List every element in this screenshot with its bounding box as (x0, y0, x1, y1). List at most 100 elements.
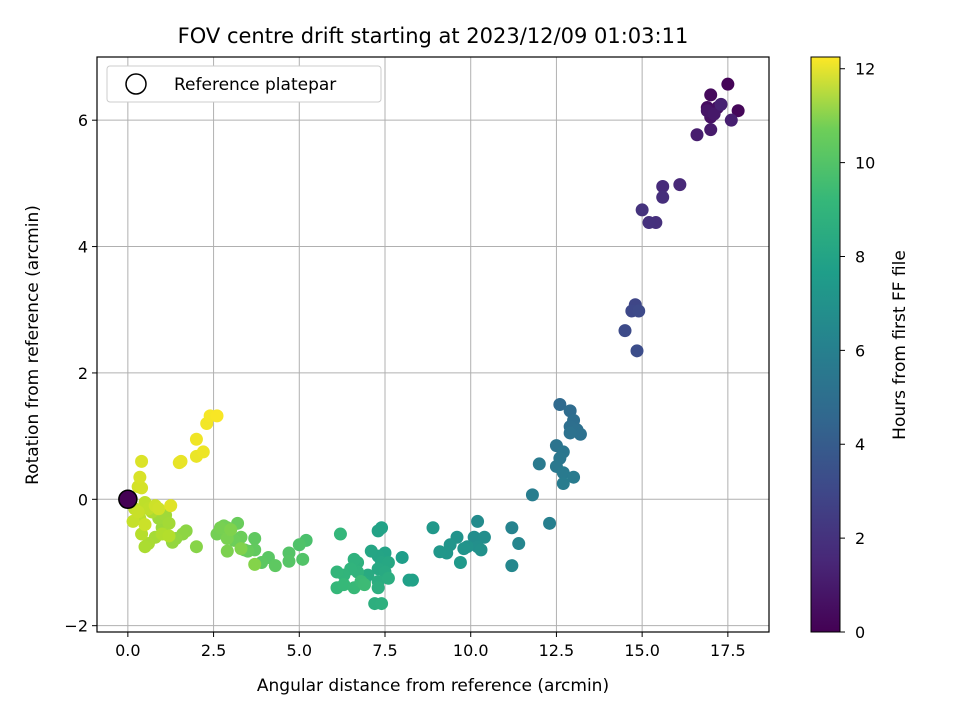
scatter-point (213, 521, 227, 535)
scatter-point (630, 344, 644, 358)
y-axis-ticks: −2 0 2 4 6 (64, 111, 97, 636)
scatter-point (724, 113, 738, 127)
plot-area (97, 57, 769, 632)
scatter-point (714, 97, 728, 111)
scatter-point (532, 457, 546, 471)
scatter-point (375, 597, 389, 611)
scatter-point (337, 578, 351, 592)
scatter-point (138, 540, 152, 554)
colorbar-tick-label: 12 (855, 60, 875, 79)
scatter-point (405, 573, 419, 587)
reference-marker-layer (118, 489, 138, 510)
scatter-point (632, 304, 646, 318)
scatter-point (426, 521, 440, 535)
x-tick-label: 0.0 (115, 641, 140, 660)
scatter-point (162, 516, 176, 530)
scatter-point (189, 432, 203, 446)
x-axis-ticks: 0.0 2.5 5.0 7.5 10.0 12.5 15.0 17.5 (115, 632, 746, 660)
x-tick-label: 12.5 (539, 641, 575, 660)
scatter-point (618, 324, 632, 338)
y-axis-label: Rotation from reference (arcmin) (23, 205, 43, 485)
scatter-point (135, 481, 149, 495)
scatter-point (135, 454, 149, 468)
scatter-point (196, 445, 210, 459)
scatter-point (690, 128, 704, 142)
scatter-point (296, 552, 310, 566)
scatter-point (162, 529, 176, 543)
scatter-point (453, 555, 467, 569)
scatter-point (364, 544, 378, 558)
scatter-point (248, 557, 262, 571)
scatter-point (131, 505, 145, 519)
scatter-point (333, 527, 347, 541)
colorbar-tick-label: 2 (855, 529, 865, 548)
scatter-point (704, 88, 718, 102)
colorbar-label: Hours from first FF file (890, 250, 910, 440)
x-tick-label: 15.0 (624, 641, 660, 660)
scatter-point (556, 477, 570, 491)
legend: Reference platepar (106, 65, 382, 103)
x-tick-label: 2.5 (201, 641, 226, 660)
scatter-point (371, 581, 385, 595)
x-tick-label: 7.5 (372, 641, 397, 660)
scatter-point (138, 518, 152, 532)
scatter-point (553, 398, 567, 412)
scatter-point (357, 578, 371, 592)
plot-frame (96, 56, 770, 633)
scatter-point (371, 524, 385, 538)
colorbar-tick-label: 4 (855, 435, 865, 454)
colorbar-tick-label: 0 (855, 623, 865, 642)
colorbar-tick-label: 8 (855, 247, 865, 266)
scatter-point (471, 514, 485, 528)
y-tick-label: 2 (78, 364, 88, 383)
scatter-point (707, 107, 721, 121)
scatter-point (573, 427, 587, 441)
scatter-point (174, 454, 188, 468)
scatter-point (704, 123, 718, 137)
x-tick-label: 10.0 (453, 641, 489, 660)
colorbar-tick-label: 6 (855, 341, 865, 360)
scatter-point (234, 542, 248, 556)
y-tick-label: 6 (78, 111, 88, 130)
colorbar-tick-label: 10 (855, 154, 875, 173)
scatter-point (395, 550, 409, 564)
scatter-point (224, 523, 238, 537)
y-tick-label: 4 (78, 238, 88, 257)
scatter-point (268, 559, 282, 573)
x-axis-label: Angular distance from reference (arcmin) (257, 676, 609, 696)
scatter-point (567, 470, 581, 484)
scatter-point (505, 559, 519, 573)
scatter-point (656, 190, 670, 204)
scatter-point (543, 516, 557, 530)
scatter-point (474, 543, 488, 557)
colorbar-ticks: 0 2 4 6 8 10 12 (840, 60, 875, 642)
scatter-point (563, 426, 577, 440)
scatter-point (330, 565, 344, 579)
scatter-point (433, 545, 447, 559)
reference-platepar-marker (118, 489, 138, 510)
scatter-point (512, 537, 526, 551)
legend-marker (125, 73, 147, 95)
x-tick-label: 17.5 (710, 641, 746, 660)
scatter-point (656, 180, 670, 194)
scatter-point (152, 502, 166, 516)
scatter-point (635, 203, 649, 217)
scatter-point (210, 409, 224, 423)
chart-title: FOV centre drift starting at 2023/12/09 … (178, 24, 689, 48)
scatter-point (220, 544, 234, 558)
scatter-point (505, 521, 519, 535)
scatter-point (457, 542, 471, 556)
grid-lines (97, 57, 769, 632)
legend-box (106, 65, 382, 103)
scatter-point (556, 466, 570, 480)
legend-label: Reference platepar (174, 75, 336, 95)
scatter-point (731, 104, 745, 118)
scatter-point (292, 538, 306, 552)
scatter-point (525, 488, 539, 502)
scatter-point (126, 514, 140, 528)
colorbar-gradient (810, 56, 841, 633)
y-tick-label: 0 (78, 490, 88, 509)
y-tick-label: −2 (64, 617, 88, 636)
scatter-point (642, 216, 656, 230)
